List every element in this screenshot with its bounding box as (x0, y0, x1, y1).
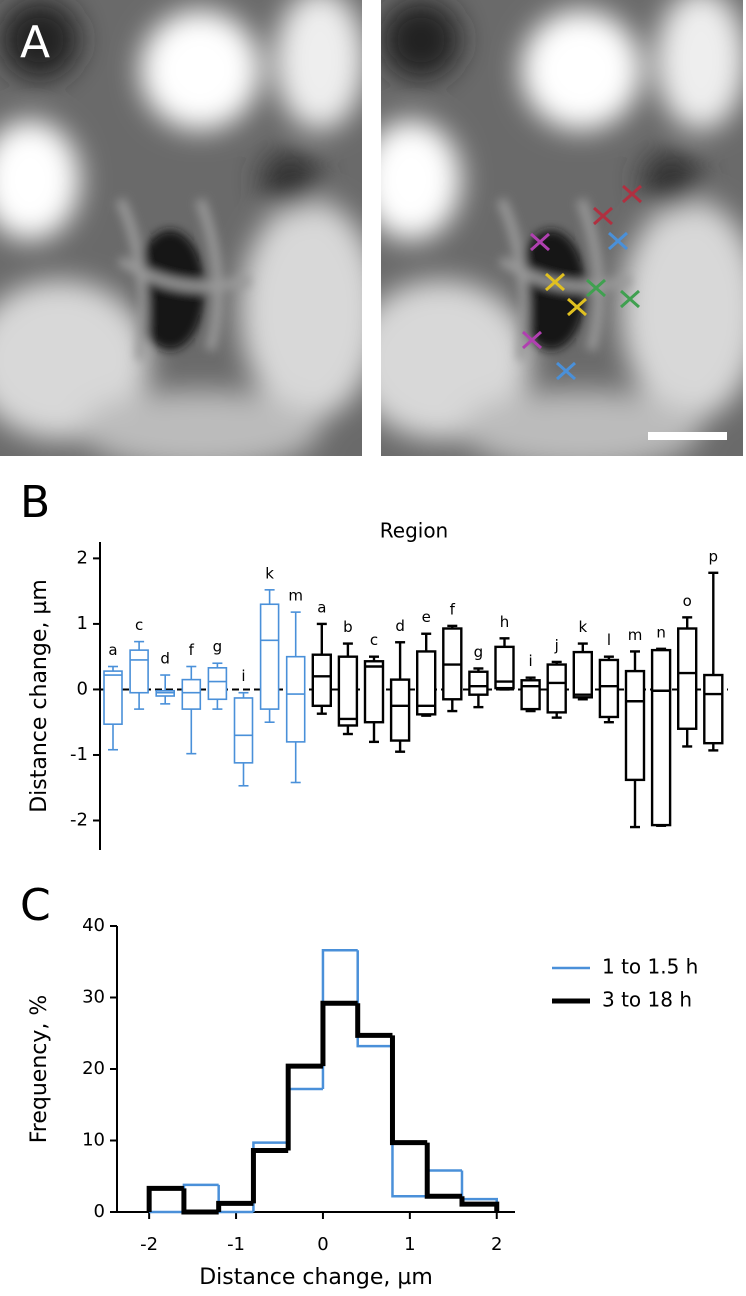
x-tick-label: -2 (140, 1234, 158, 1255)
histogram-step (391, 1046, 428, 1198)
box-label: g (474, 643, 484, 661)
box-label: m (628, 626, 643, 644)
box-label: h (500, 613, 510, 631)
box-label: b (343, 618, 353, 636)
box-label: a (317, 598, 326, 616)
histogram-step (425, 1169, 462, 1197)
box-label: j (554, 636, 559, 654)
box-label: k (578, 618, 587, 636)
box (598, 658, 620, 719)
y-tick-label: -2 (70, 810, 88, 831)
histogram-step (181, 1188, 219, 1215)
box-label: a (108, 641, 117, 659)
x-tick-label: -1 (227, 1234, 245, 1255)
box (181, 678, 202, 710)
x-tick-label: 0 (317, 1234, 328, 1255)
box-label: d (160, 650, 170, 668)
y-tick-label: -1 (70, 744, 88, 765)
box-label: l (607, 631, 611, 649)
box (207, 667, 228, 701)
box-label: c (135, 616, 143, 634)
image-left (0, 0, 380, 470)
box-label: p (709, 547, 719, 565)
box (572, 650, 593, 699)
histogram-step (250, 1148, 289, 1204)
box (624, 669, 646, 782)
box-label: i (241, 667, 245, 685)
box (494, 645, 515, 690)
panel-label: A (20, 17, 50, 68)
box-label: g (213, 638, 223, 656)
x-axis-label: Distance change, µm (199, 1265, 433, 1290)
box (337, 655, 359, 727)
y-tick-label: 20 (82, 1058, 105, 1079)
scale-bar (648, 432, 727, 440)
box-label: o (683, 592, 692, 610)
y-tick-label: 10 (82, 1130, 105, 1151)
histogram-step (424, 1142, 462, 1199)
box-label: n (656, 623, 666, 641)
legend-label: 1 to 1.5 h (602, 955, 698, 979)
box (650, 648, 672, 827)
box-label: m (288, 587, 303, 605)
histogram-step (146, 1185, 184, 1212)
panel-label: B (20, 477, 50, 528)
histogram-step (286, 1087, 323, 1143)
box (129, 649, 149, 694)
box (416, 650, 437, 716)
box (285, 655, 306, 743)
box (677, 627, 698, 730)
histogram-step (321, 949, 358, 1090)
x-tick-label: 1 (404, 1234, 415, 1255)
box (103, 670, 123, 725)
box-label: e (422, 608, 431, 626)
histogram-step (182, 1183, 219, 1212)
histogram-step (217, 1184, 254, 1214)
histogram-step (252, 1141, 289, 1212)
histogram-step (389, 1035, 428, 1146)
histogram-step (216, 1200, 254, 1212)
y-axis-label: Frequency, % (27, 995, 52, 1144)
box (546, 663, 567, 714)
y-tick-label: 1 (77, 613, 88, 634)
box (468, 670, 489, 696)
markers (522, 184, 642, 381)
y-tick-label: 0 (94, 1201, 105, 1222)
box-label: i (529, 652, 533, 670)
box (259, 603, 280, 710)
box (520, 679, 541, 711)
box (233, 697, 254, 764)
legend-label: 3 to 18 h (602, 988, 692, 1012)
chart-title: Region (380, 519, 448, 543)
box-label: f (189, 641, 195, 659)
box-label: c (370, 631, 378, 649)
box (703, 673, 724, 745)
box (389, 678, 411, 742)
histogram-step (356, 950, 393, 1048)
histogram-step (355, 1003, 393, 1038)
x-tick-label: 2 (491, 1234, 502, 1255)
box-label: k (265, 564, 274, 582)
y-axis-label: Distance change, µm (27, 579, 52, 813)
y-tick-label: 0 (77, 678, 88, 699)
y-tick-label: 40 (82, 915, 105, 936)
histogram-step (459, 1196, 500, 1212)
panel-label: C (20, 880, 51, 931)
y-tick-label: 30 (82, 987, 105, 1008)
box (363, 660, 385, 724)
box (311, 653, 332, 708)
histogram-step (285, 1063, 323, 1151)
box-label: d (395, 617, 405, 635)
box-label: f (450, 600, 456, 618)
histogram-step (320, 1000, 358, 1067)
y-tick-label: 2 (77, 547, 88, 568)
